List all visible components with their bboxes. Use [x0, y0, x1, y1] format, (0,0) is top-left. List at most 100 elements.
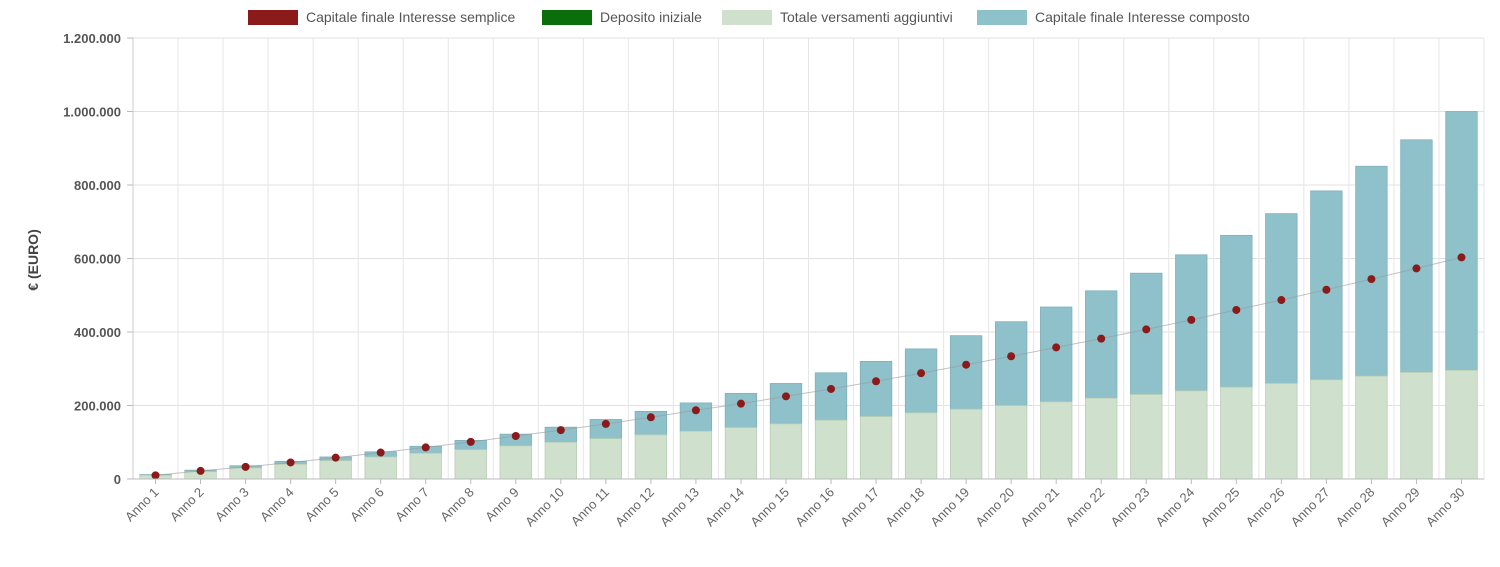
- simple-interest-point: [962, 360, 971, 369]
- legend-label: Deposito iniziale: [600, 9, 702, 25]
- bar-compound-interest: [1085, 290, 1118, 399]
- simple-interest-point: [646, 413, 655, 422]
- simple-interest-point: [286, 458, 295, 467]
- bar-compound-interest: [814, 372, 848, 421]
- x-tick-label: Anno 2: [167, 485, 207, 525]
- legend-swatch: [977, 10, 1027, 25]
- bar-compound-interest: [1400, 139, 1433, 373]
- x-tick-label: Anno 16: [792, 485, 837, 530]
- x-tick-label: Anno 4: [257, 485, 297, 525]
- bar-compound-interest: [1445, 111, 1478, 371]
- bar-compound-interest: [904, 348, 938, 414]
- bar-additional-deposits: [994, 405, 1028, 480]
- x-tick-label: Anno 3: [212, 485, 252, 525]
- x-tick-label: Anno 13: [657, 485, 702, 530]
- simple-interest-point: [872, 377, 881, 386]
- simple-interest-point: [1232, 305, 1241, 314]
- simple-interest-point: [691, 406, 700, 415]
- bar-additional-deposits: [454, 449, 487, 480]
- legend-swatch: [722, 10, 772, 25]
- simple-interest-point: [1412, 264, 1421, 273]
- legend-label: Capitale finale Interesse semplice: [306, 9, 516, 25]
- bar-additional-deposits: [814, 419, 848, 480]
- simple-interest-point: [1052, 343, 1061, 352]
- y-tick-label: 0: [114, 472, 121, 487]
- x-tick-label: Anno 5: [302, 485, 342, 525]
- simple-interest-point: [1277, 296, 1286, 305]
- x-tick-label: Anno 21: [1017, 485, 1062, 530]
- bar-additional-deposits: [634, 434, 668, 480]
- x-tick-label: Anno 26: [1243, 485, 1288, 530]
- x-tick-label: Anno 24: [1153, 485, 1198, 530]
- simple-interest-path: [155, 256, 1462, 476]
- legend-swatch: [248, 10, 298, 25]
- y-tick-label: 800.000: [74, 178, 121, 193]
- x-tick-label: Anno 8: [437, 485, 477, 525]
- y-tick-label: 1.000.000: [63, 105, 121, 120]
- bar-additional-deposits: [769, 423, 803, 480]
- x-tick-label: Anno 11: [568, 485, 612, 529]
- x-tick-label: Anno 17: [837, 485, 882, 530]
- bar-compound-interest: [1040, 306, 1073, 403]
- bar-additional-deposits: [679, 430, 713, 480]
- x-tick-label: Anno 14: [702, 485, 747, 530]
- y-tick-label: 600.000: [74, 252, 121, 267]
- bar-compound-interest: [1130, 272, 1163, 395]
- simple-interest-point: [376, 448, 385, 457]
- x-tick-label: Anno 28: [1333, 485, 1378, 530]
- simple-interest-line: [151, 253, 1466, 480]
- bar-additional-deposits: [1310, 379, 1343, 480]
- x-tick-label: Anno 27: [1288, 485, 1333, 530]
- x-tick-label: Anno 23: [1108, 485, 1153, 530]
- bar-compound-interest: [1355, 165, 1388, 377]
- x-tick-label: Anno 9: [482, 485, 522, 525]
- bar-additional-deposits: [409, 452, 442, 480]
- x-tick-label: Anno 29: [1378, 485, 1423, 530]
- bar-additional-deposits: [364, 456, 397, 480]
- x-tick-label: Anno 15: [747, 485, 792, 530]
- simple-interest-point: [601, 419, 610, 428]
- bar-additional-deposits: [1355, 375, 1388, 480]
- simple-interest-point: [331, 453, 340, 462]
- grid: [132, 37, 1485, 480]
- x-tick-label: Anno 30: [1423, 485, 1468, 530]
- bar-additional-deposits: [1040, 401, 1073, 480]
- bar-compound-interest: [949, 335, 983, 410]
- legend-label: Capitale finale Interesse composto: [1035, 9, 1250, 25]
- bar-additional-deposits: [1220, 386, 1253, 480]
- simple-interest-point: [421, 443, 430, 452]
- simple-interest-point: [827, 384, 836, 393]
- simple-interest-point: [1187, 315, 1196, 324]
- bar-additional-deposits: [499, 445, 532, 480]
- x-tick-label: Anno 7: [392, 485, 432, 525]
- simple-interest-point: [511, 432, 520, 441]
- bar-additional-deposits: [724, 427, 758, 480]
- legend-swatch: [542, 10, 592, 25]
- simple-interest-point: [151, 471, 160, 480]
- bar-compound-interest: [994, 321, 1028, 406]
- y-tick-label: 200.000: [74, 399, 121, 414]
- simple-interest-point: [1097, 334, 1106, 343]
- bar-additional-deposits: [274, 463, 307, 480]
- simple-interest-point: [781, 392, 790, 401]
- legend: Capitale finale Interesse semplice Deposi…: [248, 9, 1250, 25]
- x-tick-label: Anno 10: [522, 485, 567, 530]
- y-tick-label: 400.000: [74, 325, 121, 340]
- bar-additional-deposits: [1265, 383, 1298, 480]
- simple-interest-point: [1457, 253, 1466, 262]
- y-axis-label: € (EURO): [25, 229, 41, 290]
- bar-additional-deposits: [949, 408, 983, 480]
- bar-additional-deposits: [1445, 369, 1478, 480]
- bars: [139, 111, 1478, 480]
- x-tick-label: Anno 6: [347, 485, 387, 525]
- simple-interest-point: [736, 399, 745, 408]
- simple-interest-point: [1142, 325, 1151, 334]
- bar-additional-deposits: [1175, 390, 1208, 480]
- bar-additional-deposits: [589, 438, 623, 480]
- x-tick-label: Anno 18: [882, 485, 927, 530]
- bar-compound-interest: [1310, 190, 1343, 381]
- simple-interest-point: [1367, 275, 1376, 284]
- bar-additional-deposits: [904, 412, 938, 480]
